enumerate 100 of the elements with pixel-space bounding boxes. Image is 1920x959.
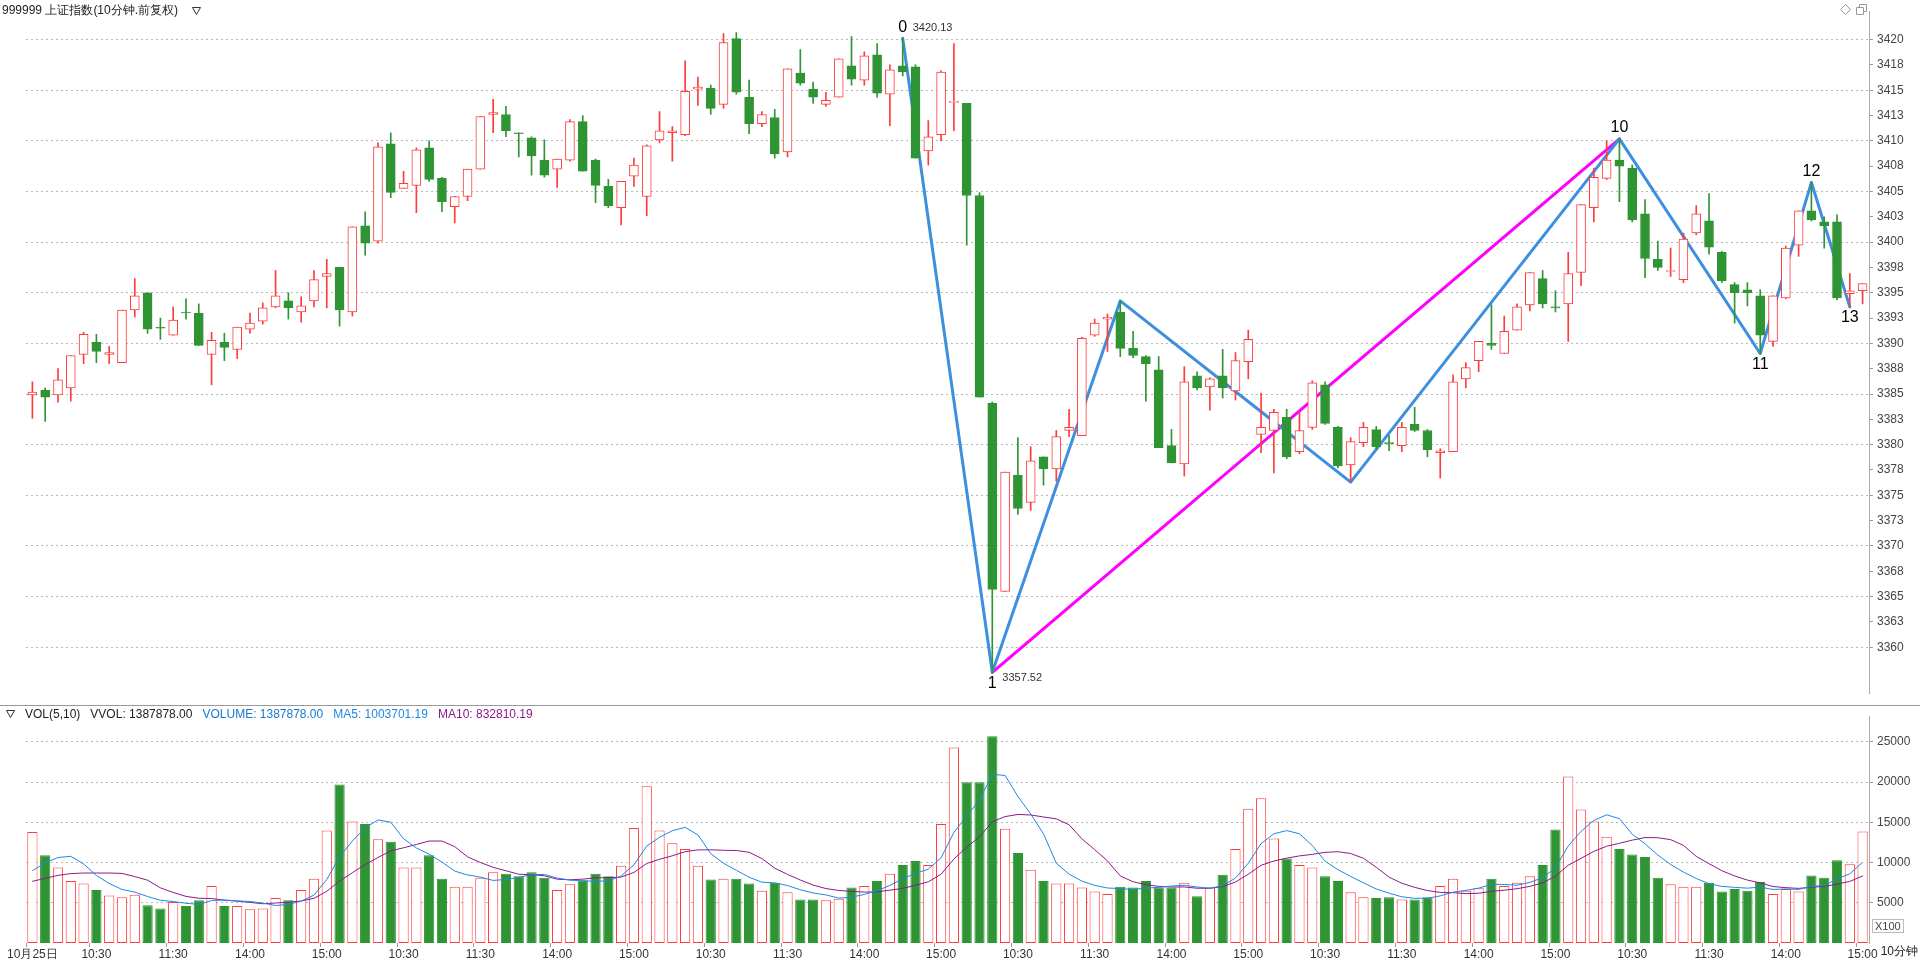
x-tick-label: 15:00	[926, 946, 957, 959]
bar	[846, 887, 857, 943]
x-tick-label: 11:30	[1080, 946, 1110, 959]
bar	[1819, 877, 1830, 943]
bar	[155, 908, 166, 943]
x-tick-label: 11:30	[772, 946, 803, 959]
y-tick-label: 3415	[1877, 82, 1905, 97]
candlestick	[40, 387, 51, 422]
y-tick-label: 3395	[1877, 285, 1905, 300]
bar	[219, 906, 230, 943]
bar	[1191, 896, 1203, 943]
bar	[1614, 848, 1625, 943]
bar	[1281, 858, 1292, 943]
x-tick-label: 10:30	[388, 946, 419, 959]
y-tick-label: 3375	[1877, 487, 1905, 502]
y-tick-label: 3403	[1877, 209, 1905, 224]
y-tick-label: 3363	[1877, 614, 1905, 629]
x-tick-label: 15:00	[1847, 946, 1878, 959]
y-tick-label: 3388	[1877, 361, 1905, 376]
candlestick	[104, 346, 115, 364]
bar	[974, 782, 985, 943]
bar	[987, 736, 998, 943]
candlestick	[181, 298, 191, 320]
bar	[1831, 860, 1843, 943]
bar	[795, 899, 806, 943]
annotation: VVOL: 1387878.00	[90, 707, 193, 721]
bar	[424, 855, 435, 943]
x-tick-label: 14:00	[234, 946, 266, 959]
x-tick-label: 11:30	[465, 946, 496, 959]
bar	[1703, 882, 1715, 943]
y-tick-label: 15000	[1877, 814, 1911, 829]
annotation: 12	[1802, 161, 1821, 179]
x-tick-label: 10:30	[81, 946, 112, 959]
y-tick-label: 3390	[1877, 335, 1905, 350]
bar	[897, 864, 908, 943]
bar	[500, 873, 512, 943]
candlestick	[488, 98, 498, 134]
bar	[436, 878, 448, 943]
y-axis-title: X100	[1872, 919, 1904, 933]
bar	[1012, 852, 1024, 943]
bar	[385, 841, 396, 943]
bar	[513, 876, 524, 943]
y-tick-label: 25000	[1877, 734, 1911, 749]
y-tick-label: 3398	[1877, 259, 1905, 274]
bar	[1806, 875, 1817, 943]
x-tick-label: 15:00	[1233, 946, 1264, 959]
x-axis-title: 10分钟	[1880, 943, 1918, 959]
bar	[871, 881, 883, 943]
x-tick-label: 10:30	[1002, 946, 1034, 959]
bar	[808, 899, 819, 943]
x-tick-label: 11:30	[158, 946, 189, 959]
x-tick-label: 15:00	[1540, 946, 1571, 959]
y-tick-label: 3370	[1877, 538, 1905, 553]
candlestick	[1844, 273, 1855, 308]
y-tick-label: 3368	[1877, 563, 1905, 578]
y-tick-label: 3385	[1877, 386, 1905, 401]
bar	[910, 860, 921, 943]
y-tick-label: 3408	[1877, 158, 1905, 173]
bar	[1166, 887, 1177, 943]
y-tick-label: 3418	[1877, 57, 1905, 72]
bar	[1742, 890, 1753, 943]
y-tick-label: 5000	[1877, 895, 1905, 910]
y-tick-label: 3380	[1877, 436, 1905, 451]
bar	[1537, 864, 1548, 943]
x-tick-label: 10:30	[695, 946, 727, 959]
bar	[1639, 856, 1651, 943]
x-tick-label: 14:00	[849, 946, 880, 959]
chart-title: VOL(5,10)	[25, 707, 81, 721]
y-tick-label: 3378	[1877, 462, 1905, 477]
bar	[1217, 874, 1228, 943]
bar	[769, 882, 780, 943]
x-tick-label: 10:30	[1310, 946, 1341, 959]
bar	[1332, 881, 1343, 943]
x-tick-label: 14:00	[1770, 946, 1802, 959]
bar	[40, 855, 51, 943]
candlestick	[1205, 377, 1215, 411]
x-tick-label: 10:30	[1617, 946, 1648, 959]
candlestick	[1064, 408, 1074, 437]
annotation: 10	[1610, 118, 1629, 136]
bar	[1140, 881, 1151, 943]
bar	[1652, 877, 1663, 943]
x-tick-label: 15:00	[311, 946, 343, 959]
bar	[1627, 854, 1638, 943]
candlestick	[513, 132, 524, 158]
x-tick-label: 14:00	[1156, 946, 1187, 959]
annotation: 11	[1751, 354, 1769, 372]
x-tick-label: 14:00	[542, 946, 573, 959]
annotation: VOLUME: 1387878.00	[202, 707, 324, 721]
bar	[283, 900, 294, 943]
bar	[1319, 876, 1331, 943]
bar	[539, 877, 550, 943]
bar	[334, 784, 345, 943]
x-tick-label: 11:30	[1694, 946, 1724, 959]
text: 3357.52	[1002, 671, 1043, 684]
y-tick-label: 20000	[1877, 774, 1911, 789]
bar	[180, 906, 192, 943]
candlestick	[1141, 355, 1151, 402]
bar	[1755, 881, 1766, 943]
candlestick	[693, 76, 703, 106]
chart-title: 999999 上证指数(10分钟.前复权)	[2, 2, 179, 19]
